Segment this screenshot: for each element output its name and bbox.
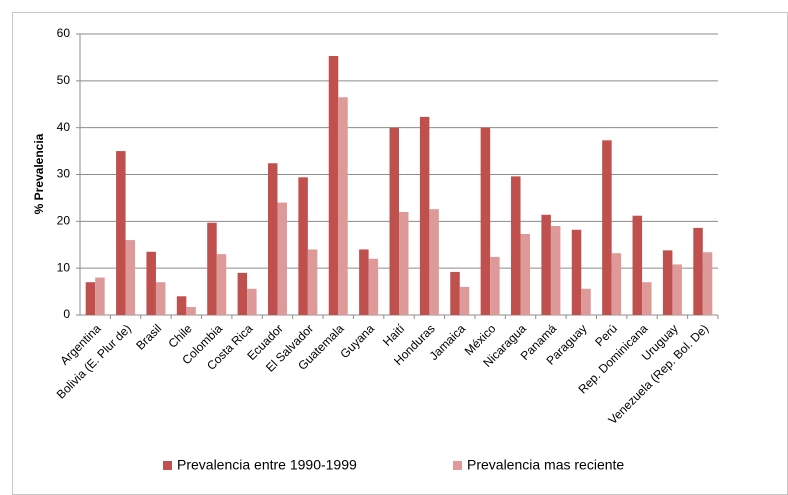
bar	[267, 163, 278, 315]
bar	[672, 264, 682, 315]
bar	[207, 222, 217, 315]
bar	[125, 240, 136, 315]
bar	[95, 277, 105, 315]
bar	[662, 250, 673, 315]
bar	[632, 215, 643, 315]
bar	[116, 151, 126, 315]
bar	[328, 56, 339, 316]
legend-label: Prevalencia mas reciente	[467, 457, 624, 473]
bar	[399, 211, 409, 315]
bar	[511, 176, 521, 315]
bar	[419, 116, 430, 316]
bar	[389, 127, 399, 316]
bar	[450, 271, 460, 315]
y-tick-label: 30	[57, 167, 71, 181]
bar	[480, 127, 491, 316]
bar	[298, 177, 308, 315]
bar	[550, 226, 561, 315]
legend-label: Prevalencia entre 1990-1999	[177, 457, 357, 473]
y-tick-label: 10	[57, 260, 71, 274]
bar	[490, 256, 500, 315]
bar	[176, 296, 187, 315]
bar	[429, 209, 439, 315]
bar	[459, 286, 470, 315]
bar	[146, 251, 156, 315]
bar	[611, 253, 622, 315]
legend-swatch	[453, 461, 462, 470]
bar	[702, 252, 713, 315]
y-tick-label: 0	[63, 307, 70, 321]
bar	[237, 272, 248, 315]
bar	[216, 254, 227, 315]
y-tick-label: 50	[57, 73, 71, 87]
bar	[541, 214, 551, 315]
bar	[247, 288, 257, 315]
bar	[602, 140, 612, 315]
bar	[186, 307, 196, 315]
y-tick-label: 60	[57, 26, 71, 40]
bar	[693, 227, 703, 315]
y-tick-label: 40	[57, 120, 71, 134]
bar	[277, 202, 287, 315]
bar	[155, 282, 166, 315]
bar	[338, 97, 348, 315]
bar	[359, 249, 369, 315]
bar	[520, 233, 531, 315]
legend-swatch	[163, 461, 172, 470]
bar	[307, 249, 318, 315]
y-tick-label: 20	[57, 214, 71, 228]
bar	[571, 229, 582, 315]
bar	[581, 288, 591, 315]
bar	[368, 258, 379, 315]
y-axis-label: % Prevalencia	[32, 133, 46, 214]
bar	[85, 282, 96, 315]
bar	[642, 282, 652, 315]
